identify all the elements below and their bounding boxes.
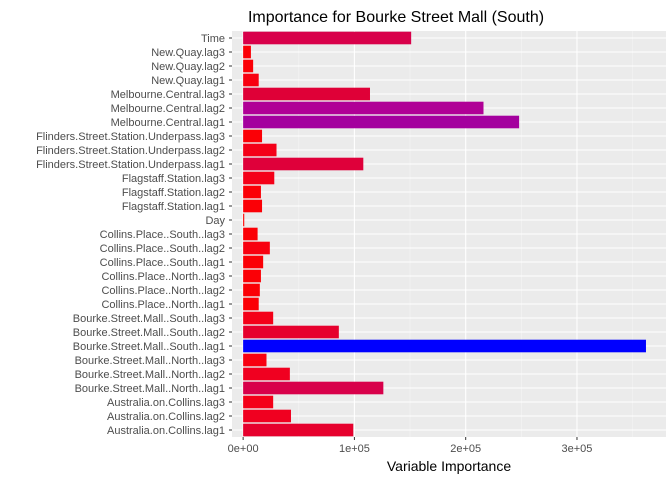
y-tick-label: Collins.Place..South..lag2 xyxy=(100,243,225,255)
x-axis-title: Variable Importance xyxy=(387,458,511,474)
bar xyxy=(243,199,263,213)
bar xyxy=(243,31,412,45)
y-tick-label: Time xyxy=(201,33,225,45)
x-tick-label: 3e+05 xyxy=(562,443,593,455)
y-tick-label: Collins.Place..North..lag2 xyxy=(101,285,225,297)
bar xyxy=(243,171,275,185)
y-tick-label: Bourke.Street.Mall..South..lag3 xyxy=(73,313,225,325)
y-tick-label: Melbourne.Central.lag2 xyxy=(111,103,225,115)
chart-title: Importance for Bourke Street Mall (South… xyxy=(248,9,544,26)
x-tick-label: 2e+05 xyxy=(450,443,481,455)
bar xyxy=(243,325,339,339)
bar xyxy=(243,45,251,59)
bar xyxy=(243,73,259,87)
x-axis-ticks: 0e+00 1e+05 2e+05 3e+05 xyxy=(228,437,593,455)
bar xyxy=(243,423,354,437)
y-axis-labels: Time New.Quay.lag3 New.Quay.lag2 New.Quay.l… xyxy=(36,33,232,437)
y-tick-label: Melbourne.Central.lag1 xyxy=(111,117,225,129)
y-tick-label: Bourke.Street.Mall..North..lag2 xyxy=(75,369,225,381)
y-tick-label: Bourke.Street.Mall..North..lag3 xyxy=(75,355,225,367)
y-tick-label: Bourke.Street.Mall..South..lag2 xyxy=(73,327,225,339)
bar xyxy=(243,185,261,199)
bar xyxy=(243,339,646,353)
y-tick-label: Flinders.Street.Station.Underpass.lag1 xyxy=(36,159,225,171)
y-tick-label: New.Quay.lag2 xyxy=(151,61,225,73)
y-tick-label: Australia.on.Collins.lag1 xyxy=(107,425,225,437)
bar xyxy=(243,115,520,129)
bar xyxy=(243,409,291,423)
bar xyxy=(243,213,245,227)
y-tick-label: Collins.Place..South..lag3 xyxy=(100,229,225,241)
bar xyxy=(243,283,260,297)
bar xyxy=(243,59,254,73)
y-tick-label: New.Quay.lag3 xyxy=(151,47,225,59)
y-tick-label: Collins.Place..North..lag1 xyxy=(101,299,225,311)
y-tick-label: Australia.on.Collins.lag3 xyxy=(107,397,225,409)
bar xyxy=(243,297,259,311)
y-tick-label: Collins.Place..South..lag1 xyxy=(100,257,225,269)
y-tick-label: Bourke.Street.Mall..South..lag1 xyxy=(73,341,225,353)
y-tick-label: Day xyxy=(205,215,225,227)
bar xyxy=(243,101,484,115)
y-tick-label: Flagstaff.Station.lag2 xyxy=(122,187,225,199)
y-tick-label: Flagstaff.Station.lag3 xyxy=(122,173,225,185)
y-tick-label: Flinders.Street.Station.Underpass.lag2 xyxy=(36,145,225,157)
bar xyxy=(243,157,364,171)
bar xyxy=(243,255,264,269)
bar xyxy=(243,367,290,381)
bar xyxy=(243,129,263,143)
bar xyxy=(243,395,274,409)
y-tick-label: Flinders.Street.Station.Underpass.lag3 xyxy=(36,131,225,143)
bar xyxy=(243,241,270,255)
bar xyxy=(243,381,384,395)
y-tick-label: New.Quay.lag1 xyxy=(151,75,225,87)
y-tick-label: Australia.on.Collins.lag2 xyxy=(107,411,225,423)
y-tick-label: Collins.Place..North..lag3 xyxy=(101,271,225,283)
bar xyxy=(243,227,258,241)
bar xyxy=(243,143,277,157)
y-tick-label: Flagstaff.Station.lag1 xyxy=(122,201,225,213)
x-tick-label: 1e+05 xyxy=(339,443,370,455)
bar xyxy=(243,353,267,367)
x-tick-label: 0e+00 xyxy=(228,443,259,455)
bar xyxy=(243,311,274,325)
bar xyxy=(243,269,261,283)
y-tick-label: Bourke.Street.Mall..North..lag1 xyxy=(75,383,225,395)
y-tick-label: Melbourne.Central.lag3 xyxy=(111,89,225,101)
bar xyxy=(243,87,370,101)
bars xyxy=(243,31,646,437)
